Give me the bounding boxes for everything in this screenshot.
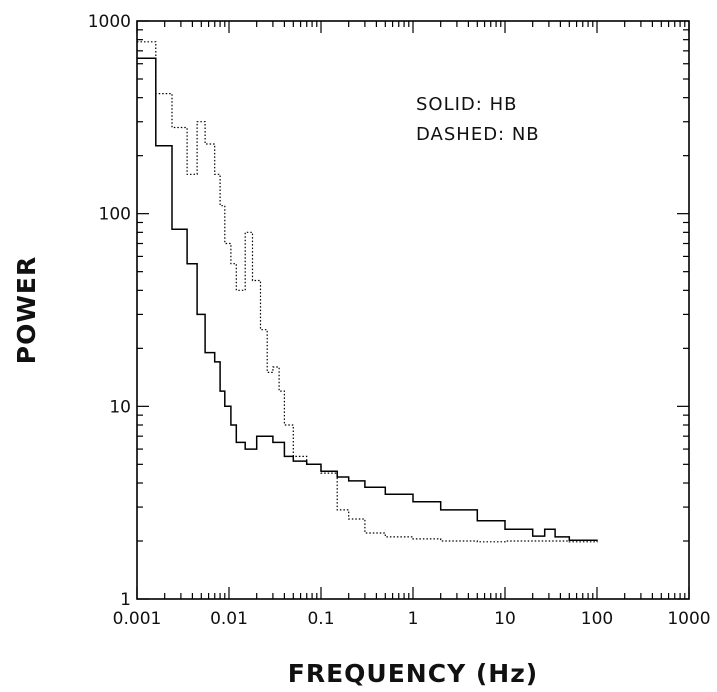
plot-frame xyxy=(136,20,690,600)
x-tick-label: 0.1 xyxy=(307,609,334,629)
x-tick-label: 1000 xyxy=(667,609,710,629)
x-tick-label: 1 xyxy=(408,609,419,629)
x-tick-label: 0.01 xyxy=(210,609,248,629)
y-tick-label: 1 xyxy=(120,590,131,610)
legend-entry-solid: SOLID: HB xyxy=(416,94,517,115)
x-tick-label: 10 xyxy=(494,609,516,629)
y-tick-label: 100 xyxy=(99,205,131,225)
x-axis-title: FREQUENCY (Hz) xyxy=(288,659,538,688)
y-axis-title: POWER xyxy=(12,256,41,364)
legend-entry-dashed: DASHED: NB xyxy=(416,124,540,145)
y-tick-label: 10 xyxy=(109,397,131,417)
y-tick-label: 1000 xyxy=(88,12,131,32)
chart-series xyxy=(137,41,598,543)
legend: SOLID: HB DASHED: NB xyxy=(416,94,540,145)
tick-labels: 0.001 0.01 0.1 1 10 100 1000 1 10 100 1000 xyxy=(88,12,711,629)
x-tick-label: 0.001 xyxy=(113,609,162,629)
series-line-hb xyxy=(137,57,598,541)
x-tick-label: 100 xyxy=(581,609,613,629)
axis-ticks xyxy=(136,20,690,600)
series-line-nb xyxy=(137,41,598,543)
